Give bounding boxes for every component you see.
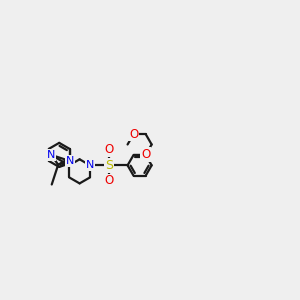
Text: O: O xyxy=(104,143,113,156)
Text: O: O xyxy=(141,148,150,161)
Text: N: N xyxy=(86,160,94,170)
Text: S: S xyxy=(105,159,113,172)
Text: O: O xyxy=(104,175,113,188)
Text: N: N xyxy=(65,156,74,166)
Text: O: O xyxy=(129,128,138,141)
Text: N: N xyxy=(47,150,55,160)
